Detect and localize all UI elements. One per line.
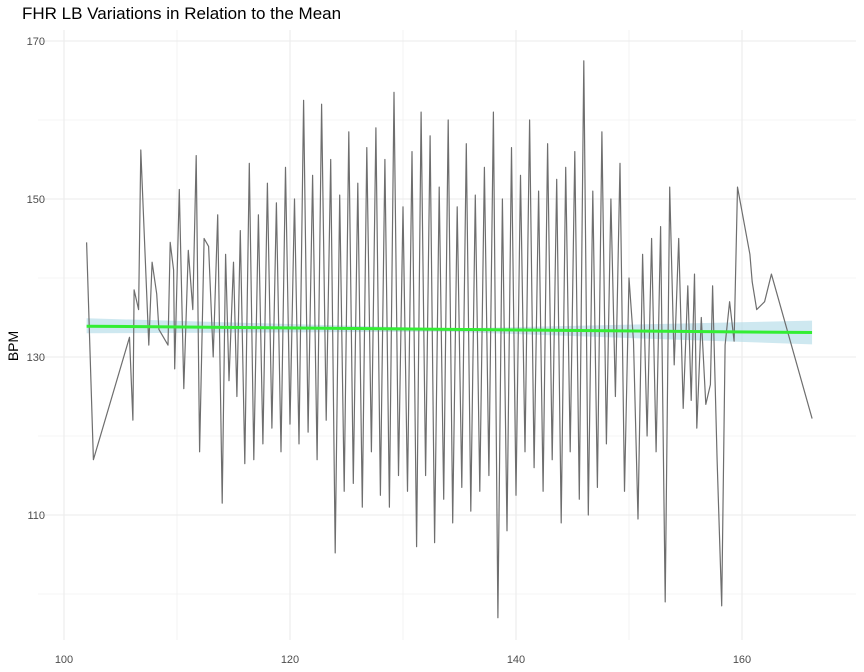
x-tick-label: 140 <box>507 654 525 666</box>
x-axis-ticks: 100 120 140 160 <box>55 654 751 666</box>
trend-line-layer <box>86 324 813 335</box>
confidence-band <box>86 318 813 345</box>
y-axis-ticks: 110 130 150 170 <box>27 36 45 522</box>
confidence-band-layer <box>86 318 813 345</box>
y-axis-title: BPM <box>5 331 21 361</box>
y-tick-label: 110 <box>27 510 45 522</box>
grid <box>38 30 856 640</box>
chart-title: FHR LB Variations in Relation to the Mea… <box>22 4 342 23</box>
trend-line <box>86 324 813 335</box>
x-tick-label: 100 <box>55 654 73 666</box>
series-line <box>86 60 813 619</box>
series-layer <box>86 60 813 619</box>
y-tick-label: 170 <box>27 36 45 48</box>
x-tick-label: 120 <box>281 654 299 666</box>
y-tick-label: 130 <box>27 352 45 364</box>
y-tick-label: 150 <box>27 194 45 206</box>
x-tick-label: 160 <box>733 654 751 666</box>
